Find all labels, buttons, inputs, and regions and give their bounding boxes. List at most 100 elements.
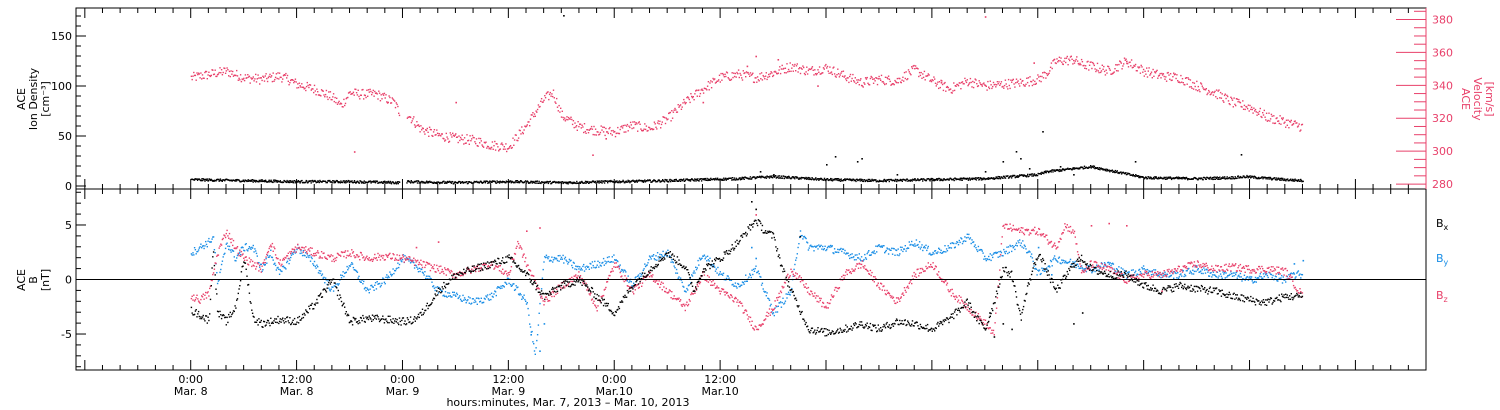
- velocity-point: [624, 124, 626, 126]
- velocity-point: [1271, 115, 1273, 117]
- velocity-point: [304, 87, 306, 89]
- by-point: [1200, 270, 1202, 272]
- bz-point: [394, 259, 396, 261]
- by-point: [345, 271, 347, 273]
- density-point: [878, 179, 881, 182]
- velocity-point: [237, 79, 239, 81]
- velocity-point: [755, 55, 757, 58]
- velocity-point: [996, 81, 999, 83]
- by-point: [360, 281, 362, 283]
- density-point: [642, 180, 644, 182]
- velocity-point: [698, 95, 701, 97]
- by-point: [472, 298, 474, 300]
- bz-point: [482, 263, 485, 266]
- velocity-point: [1109, 69, 1111, 71]
- density-point: [270, 179, 272, 181]
- density-point: [340, 180, 342, 182]
- density-point: [305, 181, 307, 183]
- by-point: [471, 302, 473, 304]
- by-point: [428, 275, 431, 278]
- density-point: [243, 180, 246, 183]
- density-point: [1025, 176, 1028, 178]
- by-point: [1001, 255, 1003, 257]
- by-point: [922, 246, 925, 249]
- velocity-point: [844, 75, 846, 77]
- velocity-point: [691, 95, 693, 98]
- by-point: [496, 287, 498, 289]
- bz-point: [445, 274, 447, 276]
- by-point: [858, 253, 860, 255]
- velocity-point: [1202, 87, 1204, 89]
- by-point: [392, 268, 394, 270]
- density-point: [1246, 175, 1249, 178]
- velocity-point: [642, 129, 644, 132]
- by-point: [1137, 273, 1139, 276]
- velocity-point: [484, 142, 486, 144]
- density-point: [1159, 177, 1161, 179]
- velocity-point: [363, 94, 366, 96]
- density-point: [901, 179, 903, 181]
- by-point: [804, 237, 806, 239]
- by-point: [620, 270, 622, 272]
- density-point: [830, 177, 832, 180]
- density-point: [960, 177, 963, 179]
- density-point: [968, 178, 970, 180]
- by-point: [1007, 252, 1009, 255]
- velocity-point: [498, 150, 500, 152]
- velocity-point: [606, 131, 608, 133]
- bz-point: [406, 258, 409, 261]
- by-point: [1226, 276, 1228, 278]
- velocity-point: [930, 79, 932, 81]
- density-point: [562, 182, 564, 185]
- by-point: [811, 245, 814, 248]
- density-point: [607, 182, 609, 184]
- density-point: [836, 178, 839, 180]
- density-point: [907, 180, 909, 182]
- by-point: [902, 250, 904, 253]
- velocity-point: [998, 81, 1000, 83]
- by-point: [1134, 270, 1137, 272]
- velocity-point: [194, 74, 197, 77]
- velocity-point: [696, 95, 698, 97]
- density-point: [861, 158, 863, 160]
- by-point: [751, 246, 753, 249]
- density-point: [1297, 179, 1299, 182]
- by-point: [1142, 268, 1144, 270]
- by-point: [1173, 277, 1175, 279]
- velocity-point: [840, 72, 842, 74]
- density-point: [967, 179, 970, 181]
- by-point: [980, 249, 983, 251]
- by-point: [698, 264, 700, 266]
- velocity-point: [610, 130, 613, 132]
- by-point: [966, 233, 968, 235]
- velocity-point: [305, 85, 308, 88]
- density-point: [1176, 177, 1178, 179]
- by-point: [764, 291, 767, 293]
- by-point: [752, 268, 755, 270]
- bz-point: [433, 264, 436, 266]
- by-point: [561, 258, 563, 260]
- by-point: [606, 256, 609, 259]
- velocity-point: [386, 101, 388, 103]
- by-point: [1268, 271, 1270, 274]
- bz-point: [332, 255, 334, 257]
- density-point: [1035, 174, 1037, 177]
- by-point: [1138, 269, 1140, 271]
- velocity-point: [1050, 62, 1053, 64]
- bz-point: [221, 238, 224, 241]
- density-point: [349, 180, 351, 182]
- bz-point: [425, 264, 427, 266]
- by-point: [1250, 276, 1253, 278]
- density-point: [856, 161, 859, 163]
- velocity-point: [930, 80, 933, 83]
- by-point: [913, 245, 915, 247]
- velocity-point: [1119, 60, 1121, 62]
- velocity-point: [275, 73, 278, 75]
- density-point: [1243, 175, 1245, 177]
- by-point: [498, 286, 500, 289]
- by-point: [1227, 274, 1230, 277]
- velocity-point: [666, 119, 668, 121]
- by-point: [767, 297, 769, 299]
- by-point: [210, 241, 212, 243]
- by-point: [975, 247, 977, 249]
